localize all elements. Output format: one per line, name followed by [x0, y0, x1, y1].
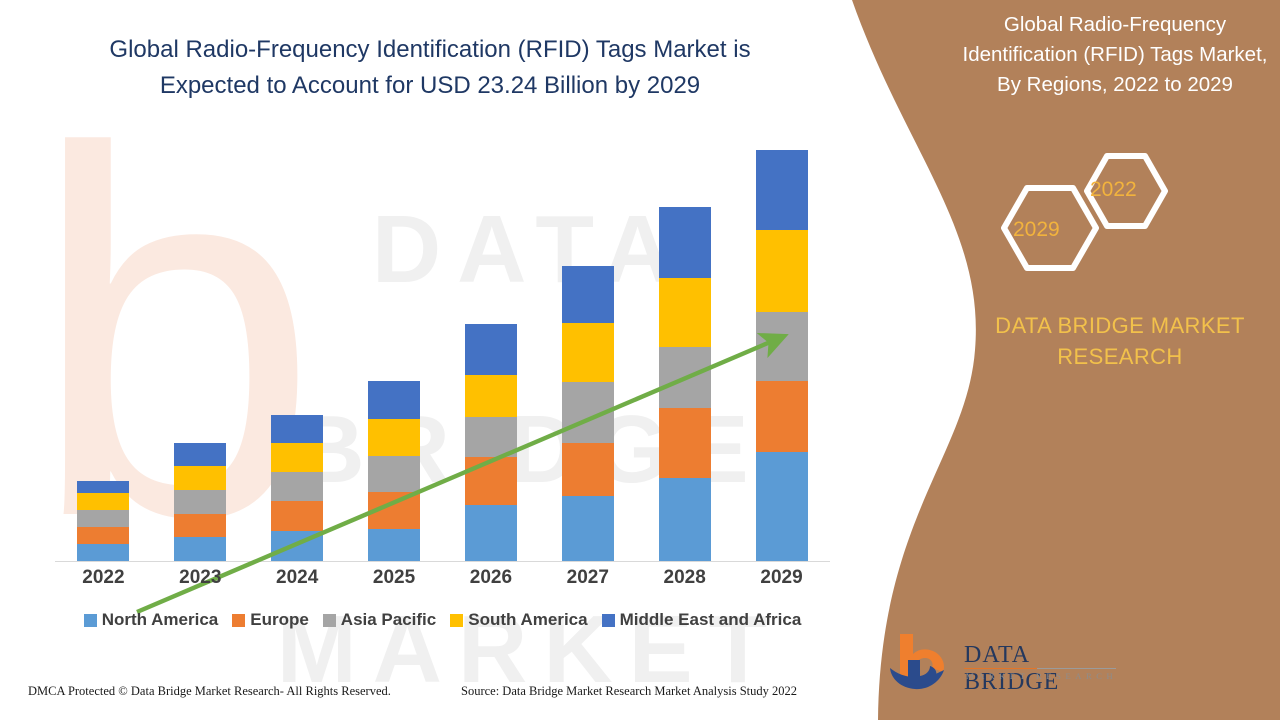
bar-segment[interactable] — [658, 206, 711, 278]
hexagon-label-2022: 2022 — [1090, 178, 1137, 201]
legend-label: North America — [101, 610, 219, 629]
x-axis-label: 2023 — [179, 567, 222, 588]
x-axis-label: 2024 — [276, 567, 319, 588]
footer-copyright: DMCA Protected © Data Bridge Market Rese… — [28, 684, 391, 698]
db-mark-icon — [890, 634, 944, 690]
bar-segment[interactable] — [561, 265, 614, 323]
bar-segment[interactable] — [77, 492, 130, 511]
legend-swatch-icon — [322, 613, 336, 627]
bar-slot — [55, 150, 152, 561]
bar-segment[interactable] — [658, 277, 711, 348]
data-bridge-logo: DATA BRIDGE MARKET RESEARCH — [888, 630, 1118, 700]
stacked-bar-chart — [55, 149, 830, 615]
x-axis-label: 2026 — [469, 567, 513, 588]
legend-item[interactable]: Europe — [232, 610, 309, 630]
logo-divider — [964, 668, 1116, 670]
legend-swatch-icon — [232, 613, 246, 627]
legend-label: South America — [468, 610, 588, 629]
x-axis-label: 2028 — [663, 567, 706, 588]
brand-name: DATA BRIDGE MARKET RESEARCH — [995, 313, 1245, 369]
footer-source: Source: Data Bridge Market Research Mark… — [461, 684, 798, 698]
bar-segment[interactable] — [77, 526, 130, 544]
legend-label: Europe — [250, 610, 309, 629]
chart-legend: North America Europe Asia Pacific South Ame… — [55, 610, 830, 630]
x-axis-labels: 2022 2023 2024 2025 2026 2027 2028 2029 — [55, 567, 830, 589]
x-axis-label: 2025 — [372, 567, 416, 588]
x-axis-label: 2027 — [566, 567, 609, 588]
bar-segment[interactable] — [755, 230, 808, 312]
hexagon-outlines-icon — [1001, 153, 1168, 271]
logo-title: DATA BRIDGE — [964, 642, 1060, 695]
hexagon-group: 2022 2029 — [975, 150, 1205, 290]
legend-label: Middle East and Africa — [619, 610, 802, 629]
legend-item[interactable]: North America — [83, 610, 219, 630]
logo-subtitle: MARKET RESEARCH — [966, 671, 1118, 681]
bar-segment[interactable] — [77, 543, 130, 561]
stacked-bar[interactable] — [77, 480, 130, 561]
legend-item[interactable]: Asia Pacific — [322, 610, 437, 630]
legend-item[interactable]: South America — [450, 610, 588, 630]
legend-swatch-icon — [601, 613, 615, 627]
legend-item[interactable]: Middle East and Africa — [601, 610, 802, 630]
x-axis-label: 2022 — [82, 567, 125, 588]
panel-title: Global Radio-Frequency Identification (R… — [962, 13, 1268, 96]
legend-label: Asia Pacific — [340, 610, 437, 629]
legend-swatch-icon — [450, 613, 464, 627]
legend-swatch-icon — [83, 613, 97, 627]
hexagon-label-2029: 2029 — [1013, 218, 1060, 241]
x-axis-label: 2029 — [760, 567, 803, 588]
bar-segment[interactable] — [77, 480, 130, 493]
bar-segment[interactable] — [755, 149, 808, 231]
bar-segment[interactable] — [77, 510, 130, 527]
page-title: Global Radio-Frequency Identification (R… — [109, 36, 751, 99]
